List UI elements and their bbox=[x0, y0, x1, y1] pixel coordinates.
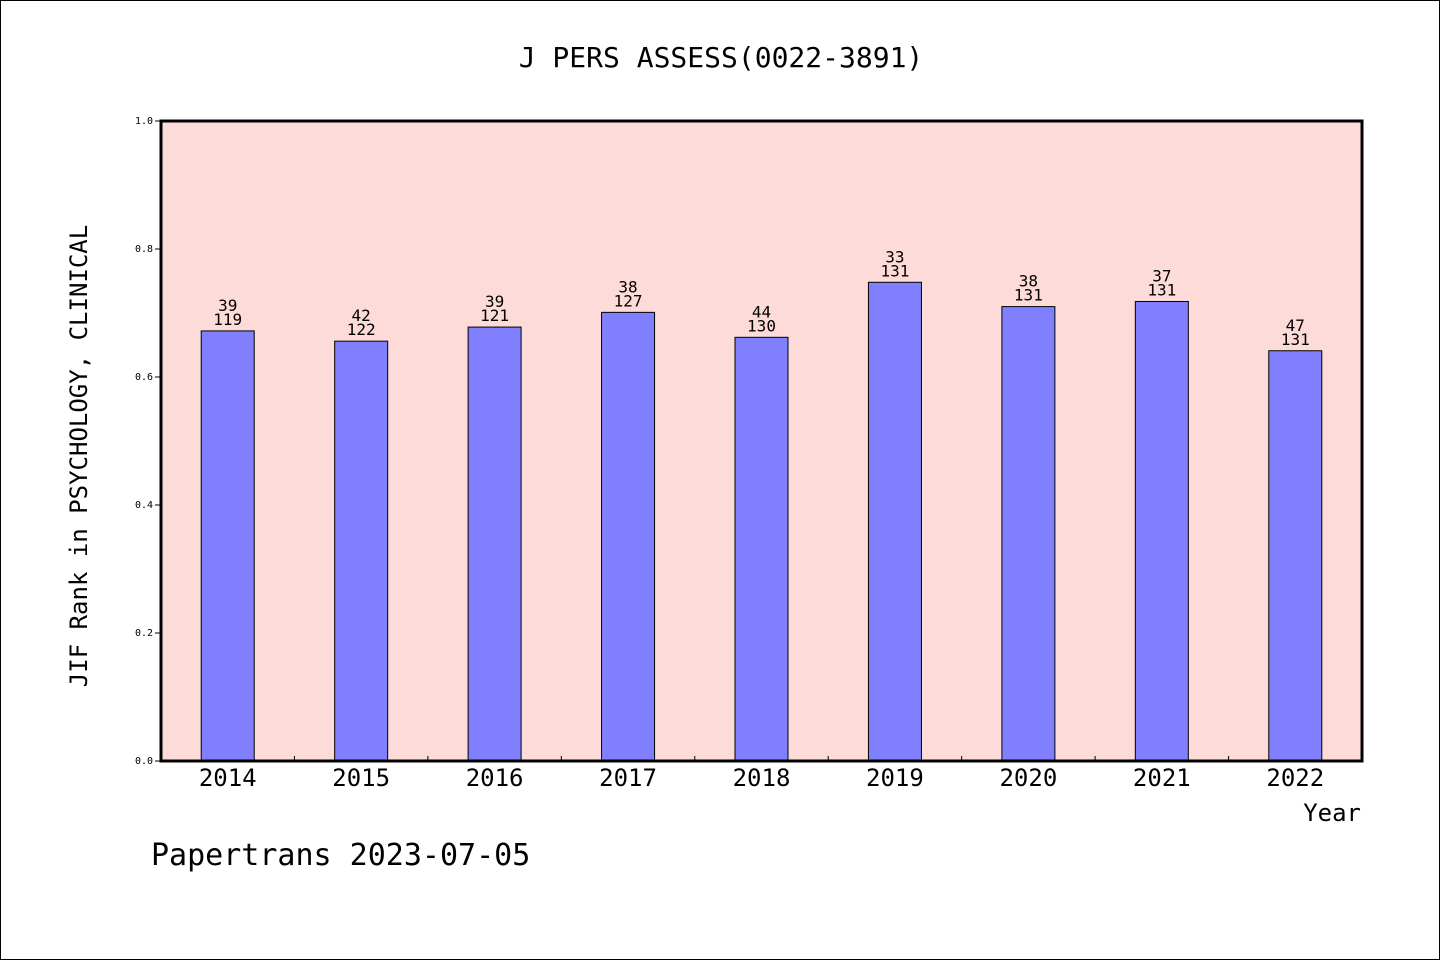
y-axis-label: JIF Rank in PSYCHOLOGY, CLINICAL bbox=[65, 225, 93, 687]
y-axis: 0.0 0.2 0.4 0.6 0.8 1.0 bbox=[135, 116, 161, 767]
bar-total-label: 131 bbox=[1281, 330, 1310, 349]
bar-rank-label: 42 bbox=[352, 306, 371, 325]
bar-total-label: 119 bbox=[213, 310, 242, 329]
y-tick-label: 0.6 bbox=[135, 372, 153, 383]
x-tick-label: 2019 bbox=[866, 764, 924, 792]
x-tick-label: 2014 bbox=[199, 764, 257, 792]
bar-2014 bbox=[200, 330, 255, 762]
footer-text: Papertrans 2023-07-05 bbox=[151, 838, 530, 873]
bar-2022 bbox=[1268, 350, 1323, 762]
x-axis-label: Year bbox=[1303, 799, 1361, 827]
plot-border bbox=[159, 119, 1364, 763]
bar-rank-label: 33 bbox=[885, 247, 904, 266]
y-tick-label: 0.2 bbox=[135, 628, 153, 639]
bar-2016 bbox=[467, 326, 522, 762]
bar-total-label: 131 bbox=[1014, 286, 1043, 305]
x-tick-label: 2017 bbox=[599, 764, 657, 792]
x-tick-label: 2021 bbox=[1133, 764, 1191, 792]
bar-rank-label: 39 bbox=[485, 292, 504, 311]
bars-group bbox=[200, 281, 1323, 762]
bar-2018 bbox=[734, 336, 789, 762]
bar-total-label: 127 bbox=[614, 291, 643, 310]
x-tick-label: 2015 bbox=[332, 764, 390, 792]
bar-total-label: 121 bbox=[480, 306, 509, 325]
bar-rank-label: 47 bbox=[1286, 316, 1305, 335]
chart-title: J PERS ASSESS(0022-3891) bbox=[519, 41, 924, 74]
x-tick-label: 2020 bbox=[999, 764, 1057, 792]
bar-rank-label: 37 bbox=[1152, 266, 1171, 285]
x-tick-label: 2018 bbox=[733, 764, 791, 792]
y-tick-label: 0.4 bbox=[135, 500, 153, 511]
x-tick-label: 2016 bbox=[466, 764, 524, 792]
y-tick-label: 0.8 bbox=[135, 244, 153, 255]
bar-rank-label: 44 bbox=[752, 302, 771, 321]
bar-2015 bbox=[334, 340, 389, 762]
y-tick-label: 1.0 bbox=[135, 116, 153, 127]
y-tick-label: 0.0 bbox=[135, 756, 153, 767]
bar-rank-label: 38 bbox=[1019, 272, 1038, 291]
bar-rank-label: 39 bbox=[218, 296, 237, 315]
bar-total-label: 131 bbox=[880, 261, 909, 280]
bar-rank-label: 38 bbox=[618, 277, 637, 296]
bar-2021 bbox=[1134, 300, 1189, 762]
bar-total-label: 122 bbox=[347, 320, 376, 339]
bar-total-label: 131 bbox=[1147, 280, 1176, 299]
bar-total-label: 130 bbox=[747, 316, 776, 335]
x-axis: 2014 2015 2016 2017 2018 2019 2020 2021 2022 bbox=[199, 756, 1324, 792]
x-tick-label: 2022 bbox=[1266, 764, 1324, 792]
bar-2020 bbox=[1001, 306, 1056, 762]
bar-2017 bbox=[601, 311, 656, 762]
bar-2019 bbox=[867, 281, 922, 762]
